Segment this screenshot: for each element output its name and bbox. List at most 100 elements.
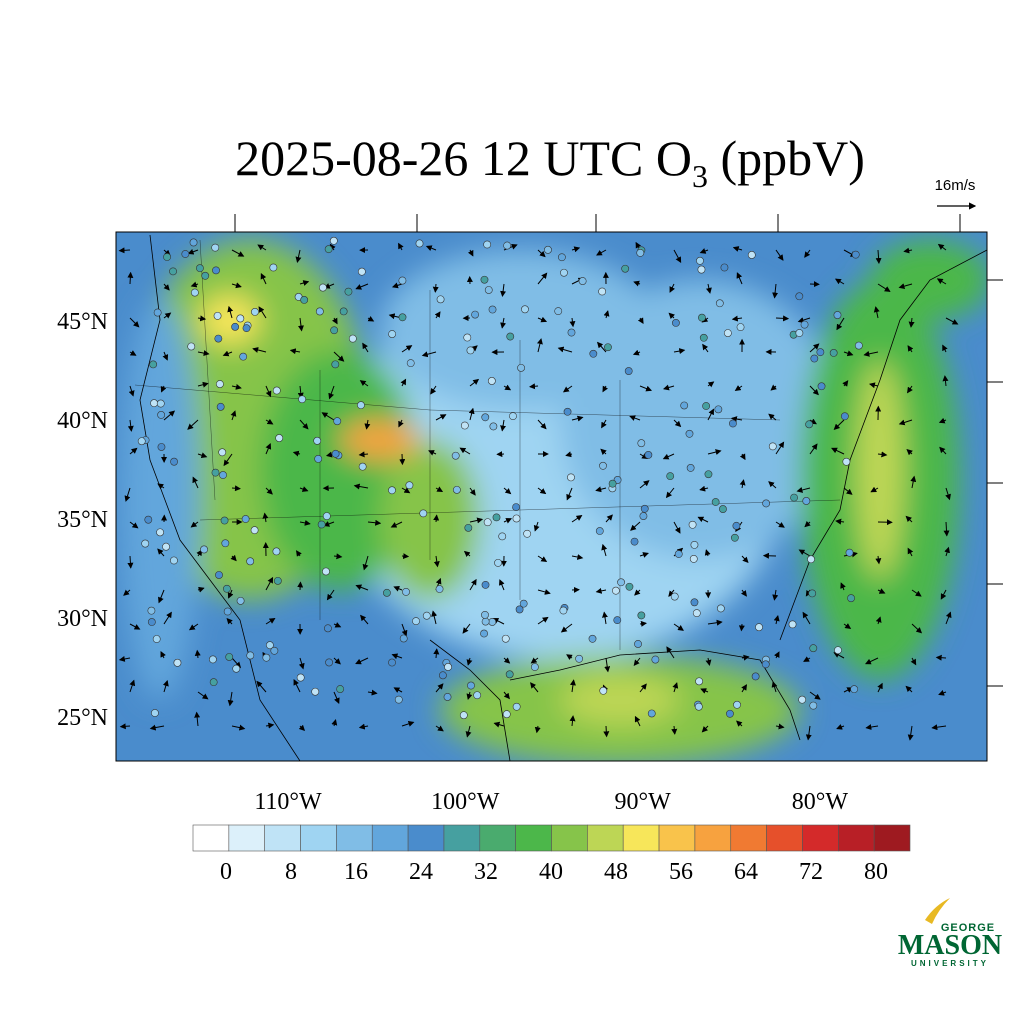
wind-arrow: [603, 310, 610, 319]
station: [170, 556, 178, 565]
wind-arrow: [768, 413, 777, 421]
wind-arrow: [333, 622, 342, 628]
station: [829, 349, 838, 357]
wind-arrow: [739, 453, 746, 461]
colorbar-box: [479, 824, 516, 852]
wind-arrow: [197, 350, 210, 357]
wind-arrow: [773, 615, 780, 625]
wind-arrow: [257, 244, 267, 251]
wind-arrow: [877, 682, 883, 693]
station: [519, 599, 528, 608]
wind-arrow: [391, 653, 403, 660]
wind-arrow: [231, 249, 245, 257]
wind-arrow: [158, 589, 165, 604]
colorbar-tick-label: 16: [344, 859, 368, 885]
wind-arrow: [875, 616, 882, 625]
station: [509, 412, 517, 421]
colorbar-tick-label: 56: [669, 859, 693, 885]
wind-arrow: [160, 385, 167, 393]
wind-arrow: [435, 414, 447, 421]
wind-arrow: [931, 724, 947, 731]
wind-arrow: [629, 415, 641, 421]
wind-arrow: [632, 349, 641, 356]
wind-arrow: [298, 657, 305, 670]
station: [625, 582, 634, 591]
station: [324, 245, 333, 254]
wind-arrow: [367, 689, 378, 696]
wind-arrow: [843, 487, 853, 495]
wind-arrow: [231, 282, 242, 289]
wind-arrow: [700, 688, 709, 694]
wind-arrow: [775, 723, 785, 730]
wind-arrow: [873, 306, 880, 319]
wind-arrow: [835, 518, 845, 525]
station: [156, 528, 164, 537]
station: [330, 326, 339, 335]
wind-arrow: [129, 447, 138, 455]
station: [265, 641, 274, 650]
wind-arrow: [118, 247, 131, 254]
station: [481, 610, 489, 619]
colorbar-tick-label: 72: [799, 859, 823, 885]
station: [223, 607, 232, 616]
wind-arrow: [534, 725, 541, 734]
wind-arrow: [500, 283, 507, 298]
station: [595, 527, 604, 535]
station: [473, 691, 482, 700]
lat-label: 25°N: [57, 705, 108, 731]
lat-label: 35°N: [57, 507, 108, 533]
wind-arrow: [639, 385, 653, 392]
station: [344, 287, 353, 296]
wind-arrow: [430, 385, 437, 395]
station: [666, 472, 675, 481]
station: [157, 411, 166, 419]
station: [269, 263, 278, 272]
colorbar-tick-label: 0: [220, 859, 232, 885]
wind-arrow: [602, 385, 609, 393]
station: [394, 695, 403, 704]
station: [644, 451, 653, 459]
station: [634, 640, 642, 648]
wind-arrow: [634, 715, 641, 727]
wind-arrow: [836, 724, 845, 730]
wind-arrow: [355, 584, 369, 591]
wind-arrow: [157, 483, 165, 490]
colorbar-tick-label: 80: [864, 859, 888, 885]
station: [190, 288, 199, 297]
station: [688, 520, 697, 529]
wind-arrow: [537, 419, 547, 430]
station: [488, 305, 497, 314]
wind-arrow: [231, 724, 246, 731]
wind-arrow: [898, 283, 913, 290]
wind-arrow: [197, 691, 209, 700]
wind-arrow: [562, 385, 573, 393]
colorbar-box: [587, 824, 624, 852]
wind-arrow: [734, 385, 743, 391]
wind-arrow: [367, 519, 382, 526]
wind-arrow: [355, 283, 369, 290]
station: [680, 401, 689, 410]
wind-arrow: [433, 648, 440, 659]
wind-arrow: [364, 419, 371, 430]
station: [451, 451, 460, 460]
station: [686, 464, 695, 472]
wind-arrow: [533, 521, 540, 532]
station: [808, 589, 817, 598]
station: [231, 322, 240, 331]
station: [850, 685, 859, 694]
station: [647, 709, 656, 718]
title-main: 2025-08-26 12 UTC O: [235, 130, 692, 186]
colorbar-box: [873, 824, 911, 852]
station: [358, 462, 367, 471]
wind-arrow: [401, 345, 413, 353]
wind-arrow: [197, 586, 205, 593]
station: [152, 635, 161, 643]
wind-arrow: [265, 576, 274, 591]
station: [761, 660, 770, 669]
station: [298, 395, 307, 404]
station: [483, 518, 492, 527]
wind-arrow: [911, 589, 922, 597]
wind-arrow: [194, 711, 201, 727]
wind-arrow: [265, 617, 276, 625]
station: [729, 419, 737, 428]
